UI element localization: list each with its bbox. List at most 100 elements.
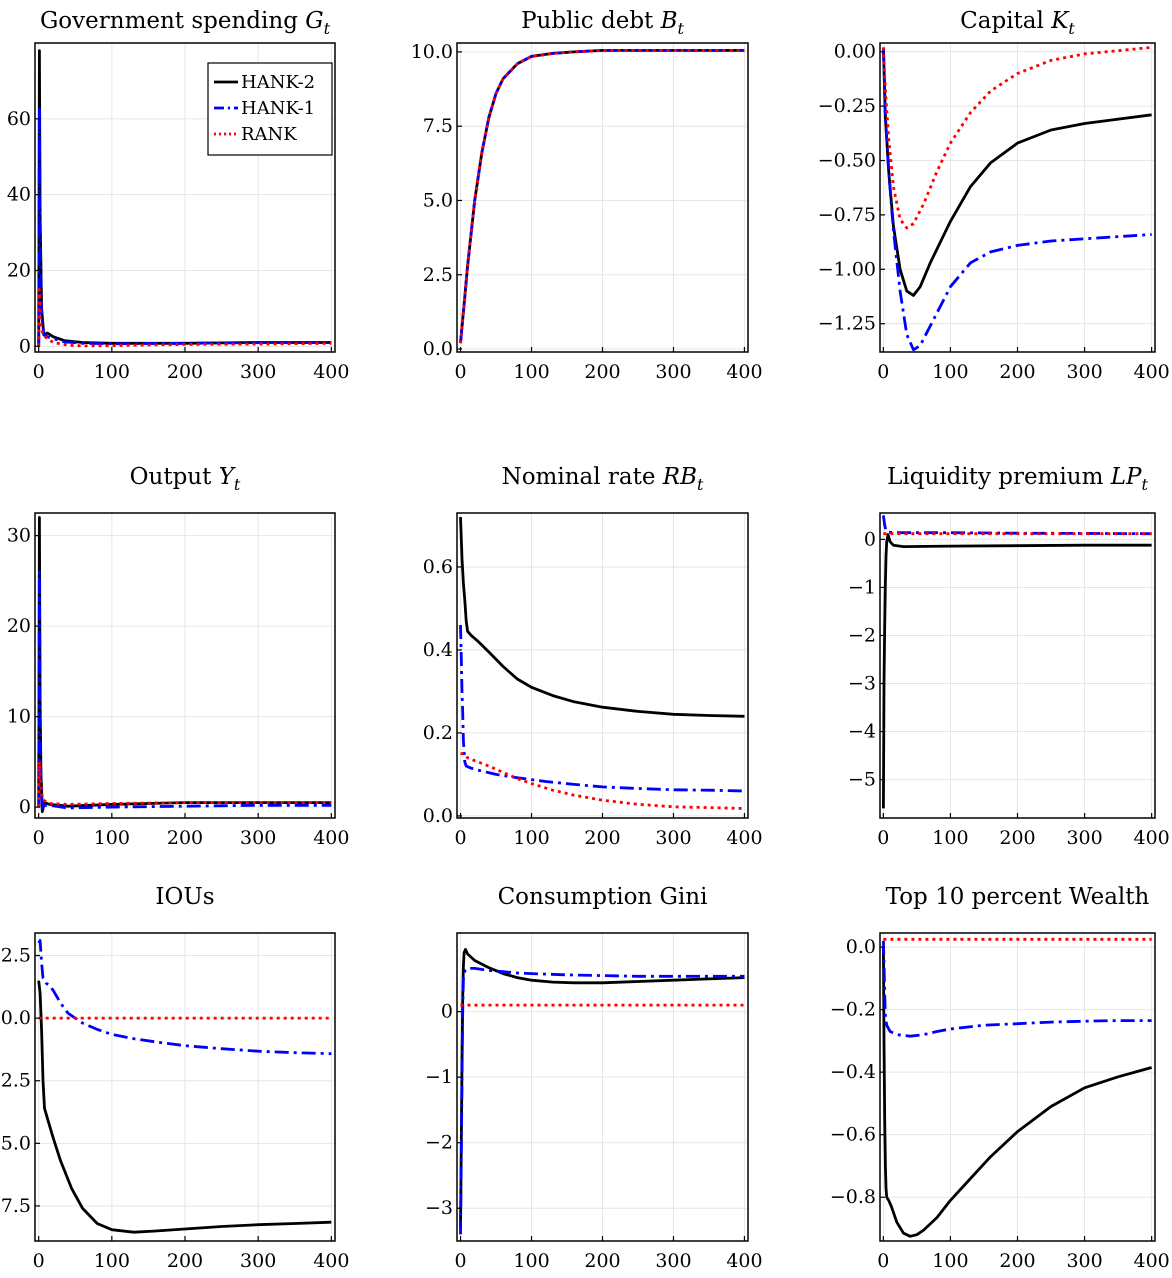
chart-title: IOUs [155, 884, 214, 910]
x-tick-label: 0 [877, 361, 889, 383]
series-line-hank-1 [459, 624, 745, 793]
series-line-rank [460, 752, 745, 810]
chart-title-variable: G [305, 8, 323, 34]
x-tick-label: 100 [932, 1250, 968, 1272]
x-tick-label: 0 [455, 827, 467, 849]
chart-title-variable: Y [219, 464, 237, 490]
chart-panel-6: 0 100 200 300 400 2.5 0.0 −2.5 −5.0 −7.5 IOUs [0, 884, 349, 1272]
y-tick-label: −5 [848, 769, 876, 791]
series-line-hank-1 [37, 939, 332, 1056]
chart-title: Top 10 percent Wealth [886, 884, 1150, 910]
x-tick-label: 0 [33, 1250, 45, 1272]
chart-title: Consumption Gini [498, 884, 708, 910]
y-tick-label: 40 [7, 184, 31, 206]
chart-title-variable: B [660, 8, 678, 34]
x-tick-label: 0 [455, 1250, 467, 1272]
y-tick-label: 0.2 [423, 722, 453, 744]
y-tick-label: 0.6 [423, 556, 453, 578]
chart-title: Nominal rate RBt [502, 464, 704, 494]
chart-title-subscript: t [678, 19, 685, 38]
series-line-rank [37, 760, 332, 808]
x-tick-label: 100 [94, 827, 130, 849]
x-tick-label: 400 [1134, 1250, 1170, 1272]
x-tick-label: 300 [1066, 361, 1102, 383]
series-line-hank-1 [37, 570, 332, 812]
series-line-hank-2 [459, 948, 745, 1228]
series-line-hank-2 [459, 517, 745, 718]
series-line-rank [882, 46, 1152, 230]
y-tick-label: −3 [425, 1197, 453, 1219]
series-line-rank [37, 288, 332, 348]
x-tick-label: 400 [1134, 361, 1170, 383]
y-tick-label: −0.75 [818, 204, 876, 226]
y-tick-label: −1.25 [818, 313, 876, 335]
legend-label: RANK [241, 124, 297, 145]
x-tick-label: 400 [726, 361, 762, 383]
y-tick-label: −2 [848, 624, 876, 646]
y-tick-label: −0.6 [830, 1124, 876, 1146]
x-tick-label: 300 [1066, 1250, 1102, 1272]
y-tick-label: 2.5 [1, 945, 31, 967]
x-tick-label: 200 [584, 827, 620, 849]
x-tick-label: 100 [513, 827, 549, 849]
x-tick-label: 200 [999, 827, 1035, 849]
y-tick-label: 0 [864, 528, 876, 550]
chart-title-variable: K [1050, 8, 1070, 34]
chart-title-subscript: t [697, 475, 704, 494]
series-line-hank-2 [882, 533, 1152, 809]
x-tick-label: 200 [999, 361, 1035, 383]
y-tick-label: −1 [848, 576, 876, 598]
chart-panel-5: 0 100 200 300 400 0 −1 −2 −3 −4 −5 Liquidity premiu… [848, 464, 1170, 849]
y-tick-label: 20 [7, 259, 31, 281]
x-tick-label: 100 [513, 1250, 549, 1272]
chart-title: Liquidity premium LPt [887, 464, 1148, 494]
chart-title: Public debt Bt [521, 8, 684, 38]
series-line-hank-1 [882, 940, 1152, 1038]
x-tick-label: 300 [240, 827, 276, 849]
x-tick-label: 300 [655, 827, 691, 849]
x-tick-label: 300 [655, 1250, 691, 1272]
chart-panel-2: 0 100 200 300 400 0.00 −0.25 −0.50 −0.75 −1.00 −1.… [818, 8, 1170, 383]
y-tick-label: −3 [848, 673, 876, 695]
x-tick-label: 200 [167, 1250, 203, 1272]
series-line-hank-2 [37, 980, 332, 1234]
y-tick-label: −0.50 [818, 150, 876, 172]
y-tick-label: 10.0 [411, 41, 453, 63]
x-tick-label: 200 [584, 1250, 620, 1272]
x-tick-label: 300 [240, 1250, 276, 1272]
chart-title: Output Yt [130, 464, 241, 494]
y-tick-label: 30 [7, 525, 31, 547]
y-tick-label: 0 [441, 1001, 453, 1023]
y-tick-label: 60 [7, 108, 31, 130]
x-tick-label: 400 [1134, 827, 1170, 849]
x-tick-label: 100 [94, 1250, 130, 1272]
series-line-hank-2 [882, 47, 1152, 297]
chart-panel-3: 0 100 200 300 400 0 10 20 30 Output Yt [7, 464, 350, 849]
y-tick-label: −2 [425, 1132, 453, 1154]
y-tick-label: 5.0 [423, 189, 453, 211]
x-tick-label: 0 [33, 827, 45, 849]
chart-title-subscript: t [1068, 19, 1075, 38]
chart-title-variable: LP [1110, 464, 1142, 490]
y-tick-label: 0.4 [423, 639, 453, 661]
y-tick-label: 0 [19, 335, 31, 357]
y-tick-label: 0.0 [423, 805, 453, 827]
chart-title-subscript: t [324, 19, 331, 38]
series-line-hank-1 [459, 967, 745, 1235]
y-tick-label: −4 [848, 721, 876, 743]
x-tick-label: 200 [584, 361, 620, 383]
x-tick-label: 0 [877, 1250, 889, 1272]
chart-panel-7: 0 100 200 300 400 0 −1 −2 −3 Consumption Gini [425, 884, 763, 1272]
x-tick-label: 0 [455, 361, 467, 383]
chart-title: Capital Kt [960, 8, 1075, 38]
y-tick-label: 10 [7, 706, 31, 728]
y-tick-label: 0.00 [834, 41, 876, 63]
x-tick-label: 400 [313, 1250, 349, 1272]
chart-panel-8: 0 100 200 300 400 0.0 −0.2 −0.4 −0.6 −0.8 Top 10 p… [830, 884, 1170, 1272]
y-tick-label: −0.4 [830, 1061, 876, 1083]
x-tick-label: 400 [313, 827, 349, 849]
x-tick-label: 300 [655, 361, 691, 383]
y-tick-label: −1 [425, 1066, 453, 1088]
y-tick-label: 0.0 [846, 936, 876, 958]
y-tick-label: 20 [7, 615, 31, 637]
